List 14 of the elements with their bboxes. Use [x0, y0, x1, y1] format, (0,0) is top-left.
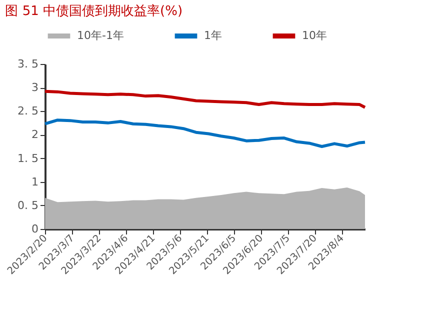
y-tick-label: 3. 5: [18, 58, 38, 70]
chart-title: 图 51 中债国债到期收益率(%): [5, 3, 183, 19]
line-series: [44, 90, 366, 109]
y-tick-label: 2. 5: [18, 104, 38, 118]
y-tick-label: 2: [32, 128, 38, 142]
y-tick-label: 3: [32, 81, 38, 94]
legend-label: 10年-1年: [77, 29, 124, 42]
y-tick-label: 1. 5: [18, 152, 38, 165]
line-series: [44, 118, 366, 148]
legend-label: 1年: [204, 29, 222, 42]
legend-label: 10年: [302, 29, 327, 42]
y-tick-label: 0. 5: [18, 198, 38, 212]
y-tick-label: 0: [32, 222, 38, 236]
y-tick-label: 1: [32, 175, 38, 188]
